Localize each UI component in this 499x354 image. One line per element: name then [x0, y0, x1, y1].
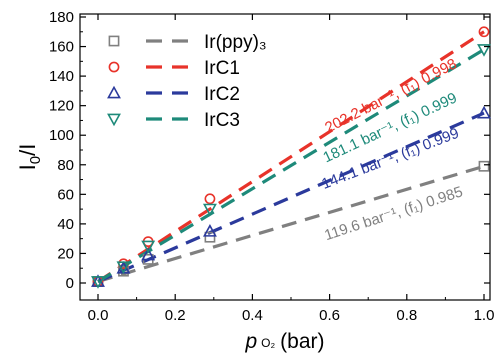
- x-axis-title: p O₂ (bar): [244, 330, 324, 353]
- data-point: [204, 193, 216, 205]
- data-point: [477, 105, 491, 119]
- x-axis-ticks: 0.0 0.2 0.4 0.6 0.8 1.0: [88, 14, 495, 324]
- legend-label: IrC2: [204, 84, 240, 105]
- data-point: [202, 224, 217, 237]
- fit-line: [97, 164, 485, 284]
- plot-frame: [79, 13, 491, 301]
- x-tick-label: 0.8: [396, 307, 417, 324]
- data-points: [91, 26, 491, 289]
- y-tick-label: 60: [57, 186, 74, 203]
- fit-line: [97, 111, 485, 283]
- plot-area: [79, 13, 491, 301]
- data-point: [91, 276, 105, 289]
- y-tick-label: 0: [66, 275, 74, 292]
- y-axis-title: I0/I: [15, 144, 44, 171]
- y-tick-label: 100: [49, 127, 74, 144]
- legend-marker: [107, 113, 121, 127]
- y-tick-label: 120: [49, 98, 74, 115]
- x-tick-label: 0.2: [165, 307, 186, 324]
- x-tick-label: 0.4: [242, 307, 263, 324]
- x-axis-title-symbol: p: [244, 330, 257, 353]
- y-axis-ticks: 0 20 40 60 80 100 120 140 160 180: [49, 9, 490, 292]
- fit-line: [97, 30, 485, 283]
- x-axis-title-subscript: O₂: [261, 336, 275, 350]
- y-axis-title-sub: 0: [27, 156, 44, 164]
- data-point: [477, 44, 491, 57]
- data-point: [204, 231, 216, 243]
- legend-marker: [108, 35, 120, 47]
- legend-label: Ir(ppy)₃: [204, 32, 267, 53]
- data-point: [478, 160, 490, 172]
- y-axis-title-main: I: [15, 164, 40, 170]
- y-axis-title-tail: /I: [15, 144, 40, 156]
- legend-marker: [107, 85, 121, 99]
- data-point: [141, 247, 156, 261]
- x-axis-title-unit: (bar): [280, 330, 324, 353]
- legend: Ir(ppy)₃ IrC1 IrC2 IrC3: [107, 32, 267, 131]
- data-point: [141, 240, 156, 254]
- y-tick-label: 180: [49, 9, 74, 26]
- x-tick-label: 0.0: [88, 307, 109, 324]
- data-point: [202, 203, 217, 217]
- fit-annotation: 119.6 bar⁻¹, (f₁) 0.985: [322, 183, 465, 244]
- y-tick-label: 40: [57, 216, 74, 233]
- x-tick-label: 1.0: [474, 307, 495, 324]
- x-tick-label: 0.6: [319, 307, 340, 324]
- legend-label: IrC3: [204, 110, 240, 131]
- data-point: [478, 26, 490, 38]
- y-tick-label: 80: [57, 157, 74, 174]
- y-tick-label: 20: [57, 245, 74, 262]
- data-point: [116, 261, 131, 275]
- y-tick-label: 140: [49, 68, 74, 85]
- fit-line: [97, 48, 485, 283]
- legend-marker: [108, 61, 120, 73]
- y-tick-label: 160: [49, 39, 74, 56]
- legend-label: IrC1: [204, 58, 240, 79]
- fit-lines: [97, 30, 485, 284]
